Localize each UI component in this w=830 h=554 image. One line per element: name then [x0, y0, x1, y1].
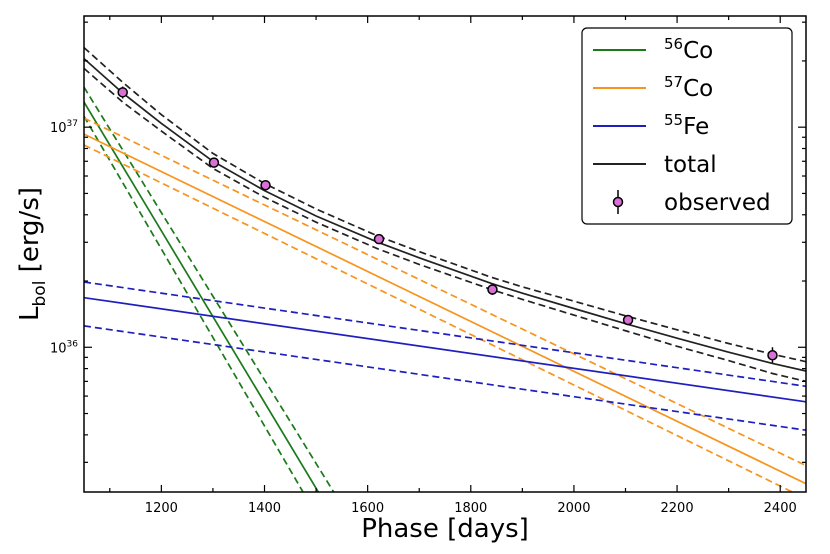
observed-point	[260, 179, 271, 191]
legend-label-observed: observed	[664, 190, 771, 216]
legend-label-main: Co	[683, 76, 713, 102]
observed-marker	[208, 157, 220, 168]
series-line-56co-upper	[84, 86, 335, 492]
x-axis-label: Phase [days]	[361, 514, 529, 544]
series-line-56co-lower	[84, 115, 304, 492]
y-axis-label-main: L	[15, 306, 45, 321]
series-line-55fe-lower	[84, 325, 806, 432]
legend-label-co57: 57Co	[664, 73, 713, 102]
observed-point	[767, 347, 778, 363]
legend-label-co56: 56Co	[664, 35, 713, 64]
x-axis-ticks: 1200 1400 1600 1800 2000 2200 2400	[109, 16, 797, 516]
y-axis-label: Lbol [erg/s]	[15, 187, 50, 321]
legend-label-main: Co	[683, 38, 713, 64]
legend-item-observed: observed	[612, 190, 771, 216]
observed-marker	[767, 349, 778, 361]
legend-label-fe55: 55Fe	[664, 111, 709, 140]
x-tick-label: 1400	[248, 501, 281, 516]
x-tick-label: 2400	[764, 501, 797, 516]
legend-box	[581, 27, 793, 225]
x-tick-label: 2000	[557, 501, 590, 516]
observed-marker	[117, 87, 128, 98]
legend-label-main: Fe	[683, 114, 709, 140]
legend-label-total: total	[664, 152, 717, 178]
series-line-55fe	[84, 296, 806, 403]
observed-points	[117, 86, 778, 363]
observed-marker	[373, 233, 385, 245]
y-tick-exp: 36	[67, 339, 79, 349]
series-line-total-lower	[84, 67, 806, 383]
series-line-total	[84, 57, 806, 372]
y-tick-label: 1037	[50, 119, 78, 136]
y-tick-exp: 37	[67, 119, 78, 129]
observed-point	[208, 157, 220, 168]
series-line-56co	[84, 101, 320, 492]
y-tick-base: 10	[50, 121, 67, 136]
series-line-total-upper	[84, 46, 806, 363]
series-layer	[84, 46, 806, 492]
y-tick-base: 10	[50, 341, 67, 356]
x-tick-label: 1600	[351, 501, 384, 516]
series-line-57co-lower	[84, 144, 795, 492]
observed-point	[117, 86, 128, 99]
x-tick-label: 1200	[145, 501, 178, 516]
legend-label-sup: 55	[664, 111, 683, 129]
observed-point	[487, 284, 498, 295]
observed-point	[373, 233, 385, 245]
legend-marker-observed	[612, 196, 624, 208]
y-axis-label-sub: bol	[30, 281, 50, 307]
legend-item-total: total	[593, 152, 717, 178]
legend-label-sup: 57	[664, 73, 683, 91]
legend-item-co56: 56Co	[593, 35, 713, 64]
observed-point	[622, 314, 634, 326]
x-tick-label: 1800	[454, 501, 487, 516]
y-tick-label: 1036	[50, 339, 78, 356]
legend-item-fe55: 55Fe	[593, 111, 709, 140]
series-line-55fe-upper	[84, 281, 806, 388]
observed-marker	[487, 284, 498, 295]
series-line-57co	[84, 133, 806, 485]
observed-marker	[260, 179, 271, 191]
plot-frame	[83, 15, 807, 493]
observed-marker	[622, 314, 634, 326]
x-tick-label: 2200	[661, 501, 694, 516]
series-line-57co-upper	[84, 117, 806, 467]
legend-item-co57: 57Co	[593, 73, 713, 102]
y-axis-label-unit: [erg/s]	[15, 187, 45, 281]
legend-label-sup: 56	[664, 35, 683, 53]
